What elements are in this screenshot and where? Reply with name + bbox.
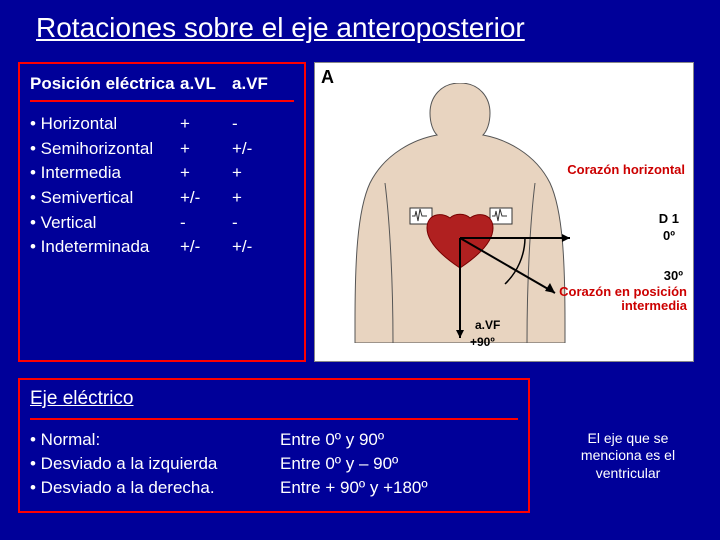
td-avl: +/-	[180, 186, 232, 211]
td-avf: +	[232, 186, 284, 211]
axis-row: • Desviado a la izquierda Entre 0º y – 9…	[30, 452, 518, 476]
th-position: Posición eléctrica	[30, 74, 180, 94]
table-row: • Semivertical +/- +	[30, 186, 294, 211]
td-avf: +/-	[232, 137, 284, 162]
axis-row: • Desviado a la derecha. Entre + 90º y +…	[30, 476, 518, 500]
td-position: • Vertical	[30, 211, 180, 236]
panel-letter: A	[321, 67, 334, 88]
axis-row: • Normal: Entre 0º y 90º	[30, 428, 518, 452]
anatomy-diagram: A	[314, 62, 694, 362]
td-avf: +/-	[232, 235, 284, 260]
axis-label: • Desviado a la derecha.	[30, 476, 280, 500]
position-table: Posición eléctrica a.VL a.VF • Horizonta…	[18, 62, 306, 362]
td-avl: +/-	[180, 235, 232, 260]
td-avl: +	[180, 161, 232, 186]
label-90deg: +90º	[470, 335, 495, 349]
table-row: • Vertical - -	[30, 211, 294, 236]
table-header: Posición eléctrica a.VL a.VF	[30, 74, 294, 102]
td-position: • Indeterminada	[30, 235, 180, 260]
td-avf: +	[232, 161, 284, 186]
th-avl: a.VL	[180, 74, 232, 94]
td-avl: +	[180, 112, 232, 137]
axis-header: Eje eléctrico	[30, 388, 518, 420]
table-row: • Semihorizontal + +/-	[30, 137, 294, 162]
td-position: • Intermedia	[30, 161, 180, 186]
table-row: • Intermedia + +	[30, 161, 294, 186]
td-avf: -	[232, 112, 284, 137]
td-avf: -	[232, 211, 284, 236]
td-position: • Semivertical	[30, 186, 180, 211]
page-title: Rotaciones sobre el eje anteroposterior	[0, 0, 720, 44]
label-intermedia-line1: Corazón en posición	[559, 284, 687, 299]
label-0deg: 0º	[663, 228, 675, 243]
td-position: • Semihorizontal	[30, 137, 180, 162]
label-30deg: 30º	[664, 268, 683, 283]
label-d1: D 1	[659, 211, 679, 226]
footnote: El eje que se menciona es el ventricular	[558, 430, 698, 483]
axis-table: Eje eléctrico • Normal: Entre 0º y 90º •…	[18, 378, 530, 513]
top-area: Posición eléctrica a.VL a.VF • Horizonta…	[0, 44, 720, 362]
axis-range: Entre 0º y 90º	[280, 428, 518, 452]
label-intermedia-line2: intermedia	[621, 298, 687, 313]
torso-icon	[345, 83, 575, 343]
td-avl: +	[180, 137, 232, 162]
label-horizontal: Corazón horizontal	[567, 163, 685, 177]
td-avl: -	[180, 211, 232, 236]
label-avf: a.VF	[475, 318, 500, 332]
table-row: • Indeterminada +/- +/-	[30, 235, 294, 260]
axis-label: • Normal:	[30, 428, 280, 452]
label-intermedia: Corazón en posición intermedia	[559, 285, 687, 314]
axis-label: • Desviado a la izquierda	[30, 452, 280, 476]
axis-range: Entre 0º y – 90º	[280, 452, 518, 476]
table-row: • Horizontal + -	[30, 112, 294, 137]
td-position: • Horizontal	[30, 112, 180, 137]
axis-range: Entre + 90º y +180º	[280, 476, 518, 500]
th-avf: a.VF	[232, 74, 284, 94]
